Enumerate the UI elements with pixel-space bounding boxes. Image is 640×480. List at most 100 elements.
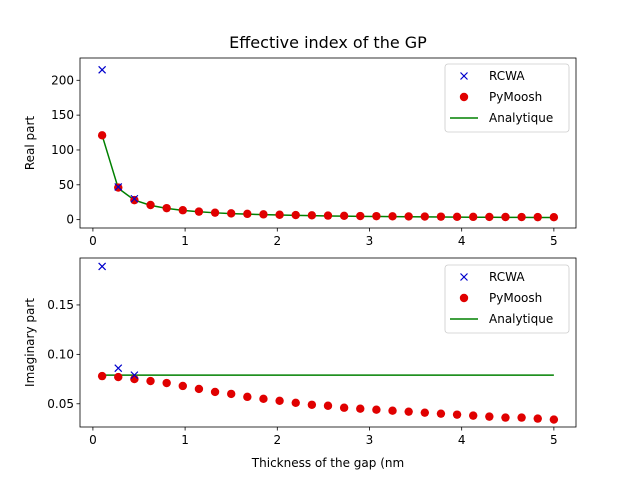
x-tick-label: 2: [273, 433, 281, 447]
point-pymoosh: [178, 381, 187, 391]
point-pymoosh: [469, 411, 478, 420]
point-rcwa: [114, 182, 123, 191]
point-pymoosh: [307, 400, 317, 409]
x-tick-label: 2: [273, 234, 281, 248]
legend-label: PyMoosh: [489, 90, 542, 104]
point-pymoosh: [323, 211, 333, 220]
point-pymoosh: [452, 410, 462, 419]
point-pymoosh: [291, 398, 300, 407]
legend-label: PyMoosh: [489, 291, 542, 305]
point-pymoosh: [469, 212, 478, 222]
point-pymoosh: [372, 211, 381, 221]
point-pymoosh: [549, 415, 559, 424]
axes-frame: [79, 57, 577, 229]
legend-marker-rcwa: [460, 273, 468, 281]
point-rcwa: [98, 65, 107, 74]
imaginary-part-plot: 0 1 2 3 4 5 0.05 0.10 0.15 Imaginary part Thicknes…: [23, 257, 577, 470]
point-rcwa: [98, 262, 107, 271]
y-tick-label: 200: [51, 73, 74, 87]
point-pymoosh: [97, 131, 107, 140]
point-pymoosh: [226, 209, 236, 218]
point-pymoosh: [404, 407, 413, 416]
point-pymoosh: [485, 212, 494, 222]
legend-box: [444, 264, 570, 334]
point-pymoosh: [420, 408, 430, 417]
point-pymoosh: [162, 378, 171, 388]
y-tick-label: 50: [59, 178, 74, 192]
point-pymoosh: [130, 195, 139, 205]
point-pymoosh: [549, 213, 559, 222]
point-pymoosh: [372, 405, 381, 414]
point-pymoosh: [517, 212, 526, 222]
legend-marker-pymoosh: [459, 92, 469, 102]
point-pymoosh: [501, 413, 510, 422]
point-pymoosh: [194, 384, 204, 394]
point-pymoosh: [210, 208, 220, 217]
point-pymoosh: [291, 210, 300, 220]
point-pymoosh: [485, 412, 494, 421]
point-pymoosh: [114, 372, 123, 382]
point-rcwa: [114, 364, 123, 373]
x-tick-label: 5: [550, 433, 558, 447]
point-pymoosh: [97, 371, 107, 381]
point-pymoosh: [307, 211, 317, 220]
x-tick-label: 0: [89, 234, 97, 248]
chart-title: Effective index of the GP: [229, 33, 427, 52]
point-pymoosh: [323, 401, 333, 410]
point-pymoosh: [404, 212, 413, 221]
legend-marker-rcwa: [460, 72, 468, 80]
y-tick-label: 100: [51, 143, 74, 157]
point-pymoosh: [275, 210, 284, 219]
y-tick-label: 0.05: [47, 397, 74, 411]
point-rcwa: [130, 371, 139, 380]
point-pymoosh: [259, 394, 268, 404]
y-tick-label: 0.10: [47, 347, 74, 361]
point-pymoosh: [226, 389, 236, 399]
point-pymoosh: [436, 212, 446, 221]
y-axis-label: Real part: [23, 116, 37, 171]
x-tick-label: 0: [89, 433, 97, 447]
legend-label: Analytique: [489, 312, 553, 326]
point-pymoosh: [178, 206, 187, 215]
point-pymoosh: [275, 396, 284, 406]
y-tick-label: 0.15: [47, 298, 74, 312]
x-tick-label: 4: [458, 234, 466, 248]
point-pymoosh: [243, 209, 252, 219]
x-tick-label: 5: [550, 234, 558, 248]
point-pymoosh: [356, 211, 365, 221]
point-pymoosh: [339, 403, 349, 412]
x-tick-label: 3: [366, 234, 374, 248]
point-pymoosh: [356, 404, 365, 413]
point-pymoosh: [162, 203, 171, 213]
point-pymoosh: [210, 387, 220, 397]
point-pymoosh: [517, 413, 526, 422]
legend-label: Analytique: [489, 111, 553, 125]
y-axis-label: Imaginary part: [23, 298, 37, 387]
x-axis-label: Thickness of the gap (nm: [251, 456, 404, 470]
legend: RCWA PyMoosh Analytique: [444, 264, 570, 334]
legend-label: RCWA: [489, 69, 525, 83]
data-area: [97, 65, 559, 222]
point-pymoosh: [501, 212, 510, 222]
y-tick-label: 0: [66, 213, 74, 227]
legend-marker-pymoosh: [459, 293, 469, 303]
point-pymoosh: [339, 211, 349, 221]
x-tick-label: 3: [366, 433, 374, 447]
point-pymoosh: [452, 212, 462, 221]
point-pymoosh: [533, 212, 542, 222]
y-tick-label: 150: [51, 108, 74, 122]
x-tick-label: 1: [181, 433, 189, 447]
point-pymoosh: [388, 406, 397, 415]
point-pymoosh: [130, 374, 139, 384]
point-pymoosh: [243, 392, 252, 402]
data-area: [97, 262, 559, 424]
legend-box: [444, 63, 570, 133]
point-pymoosh: [146, 376, 155, 386]
legend: RCWA PyMoosh Analytique: [444, 63, 570, 133]
point-pymoosh: [533, 414, 542, 423]
x-tick-label: 1: [181, 234, 189, 248]
axes-frame: [79, 257, 577, 428]
legend-label: RCWA: [489, 270, 525, 284]
